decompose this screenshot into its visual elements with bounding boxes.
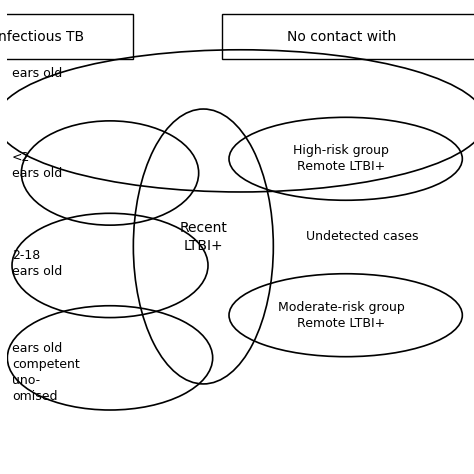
Text: Moderate-risk group
Remote LTBI+: Moderate-risk group Remote LTBI+: [278, 301, 404, 330]
Text: Recent
LTBI+: Recent LTBI+: [179, 221, 227, 253]
Text: No contact with: No contact with: [287, 30, 397, 44]
Text: 2-18
ears old: 2-18 ears old: [12, 248, 62, 278]
Bar: [222, 14, 474, 59]
Text: ears old
competent
uno-
omised: ears old competent uno- omised: [12, 342, 80, 402]
Text: High-risk group
Remote LTBI+: High-risk group Remote LTBI+: [293, 144, 389, 173]
Text: ears old: ears old: [12, 67, 62, 80]
Text: nfectious TB: nfectious TB: [0, 30, 84, 44]
Bar: [0, 14, 133, 59]
Text: <2
ears old: <2 ears old: [12, 151, 62, 181]
Text: Undetected cases: Undetected cases: [306, 230, 418, 244]
